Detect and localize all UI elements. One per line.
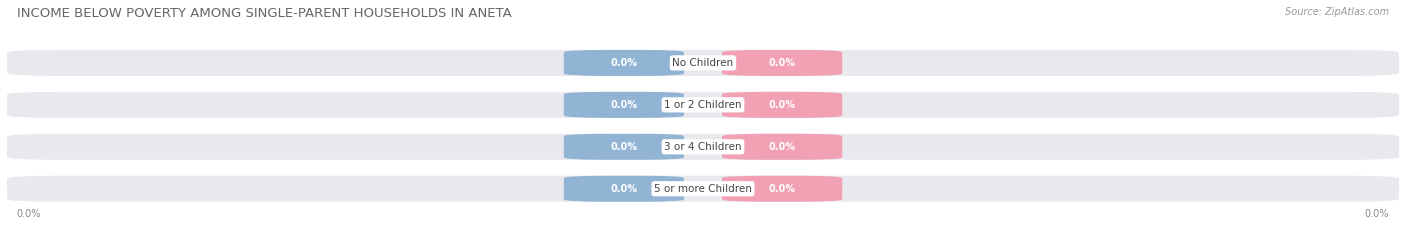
Text: 0.0%: 0.0% <box>610 184 637 194</box>
FancyBboxPatch shape <box>7 134 1399 160</box>
Text: 0.0%: 0.0% <box>1365 209 1389 219</box>
FancyBboxPatch shape <box>7 92 1399 118</box>
Text: 5 or more Children: 5 or more Children <box>654 184 752 194</box>
Text: 0.0%: 0.0% <box>769 100 796 110</box>
Text: 0.0%: 0.0% <box>610 142 637 152</box>
Text: 0.0%: 0.0% <box>610 58 637 68</box>
FancyBboxPatch shape <box>7 176 1399 202</box>
Text: 0.0%: 0.0% <box>769 58 796 68</box>
FancyBboxPatch shape <box>7 50 1399 76</box>
FancyBboxPatch shape <box>723 176 842 202</box>
Text: INCOME BELOW POVERTY AMONG SINGLE-PARENT HOUSEHOLDS IN ANETA: INCOME BELOW POVERTY AMONG SINGLE-PARENT… <box>17 7 512 20</box>
Text: Source: ZipAtlas.com: Source: ZipAtlas.com <box>1285 7 1389 17</box>
FancyBboxPatch shape <box>564 176 685 202</box>
FancyBboxPatch shape <box>723 134 842 160</box>
Text: 1 or 2 Children: 1 or 2 Children <box>664 100 742 110</box>
FancyBboxPatch shape <box>723 50 842 76</box>
Text: 0.0%: 0.0% <box>17 209 41 219</box>
Text: 3 or 4 Children: 3 or 4 Children <box>664 142 742 152</box>
FancyBboxPatch shape <box>564 50 685 76</box>
FancyBboxPatch shape <box>564 134 685 160</box>
FancyBboxPatch shape <box>723 92 842 118</box>
Text: 0.0%: 0.0% <box>769 184 796 194</box>
Text: No Children: No Children <box>672 58 734 68</box>
Text: 0.0%: 0.0% <box>610 100 637 110</box>
FancyBboxPatch shape <box>564 92 685 118</box>
Text: 0.0%: 0.0% <box>769 142 796 152</box>
